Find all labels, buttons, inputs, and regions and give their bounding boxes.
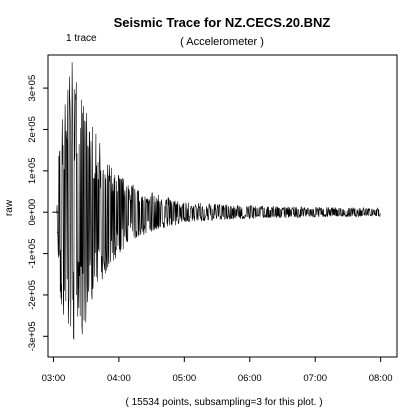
chart-title: Seismic Trace for NZ.CECS.20.BNZ: [114, 15, 331, 30]
seismic-trace-line: [56, 62, 381, 340]
x-tick-label: 05:00: [172, 373, 196, 384]
y-tick-label: -2e+05: [27, 280, 38, 310]
plot-layer: -3e+05 -2e+05 -1e+05 0e+00 1e+05 2e+05 3e+05 03…: [27, 54, 398, 384]
y-tick-label: 3e+05: [27, 75, 38, 102]
trace-count-label: 1 trace: [66, 33, 97, 44]
x-tick-label: 07:00: [303, 373, 327, 384]
y-axis-label: raw: [4, 199, 15, 216]
x-tick-label: 03:00: [42, 373, 66, 384]
chart-subtitle: ( Accelerometer ): [180, 36, 264, 48]
x-tick-label: 08:00: [369, 373, 393, 384]
y-tick-label: -1e+05: [27, 239, 38, 269]
footer-note: ( 15534 points, subsampling=3 for this p…: [125, 397, 322, 408]
x-tick-label: 06:00: [238, 373, 262, 384]
y-tick-label: -3e+05: [27, 321, 38, 351]
x-tick-label: 04:00: [107, 373, 131, 384]
y-tick-label: 0e+00: [27, 199, 38, 226]
plot-frame: [47, 54, 398, 358]
y-tick-label: 1e+05: [27, 157, 38, 184]
y-tick-label: 2e+05: [27, 116, 38, 143]
